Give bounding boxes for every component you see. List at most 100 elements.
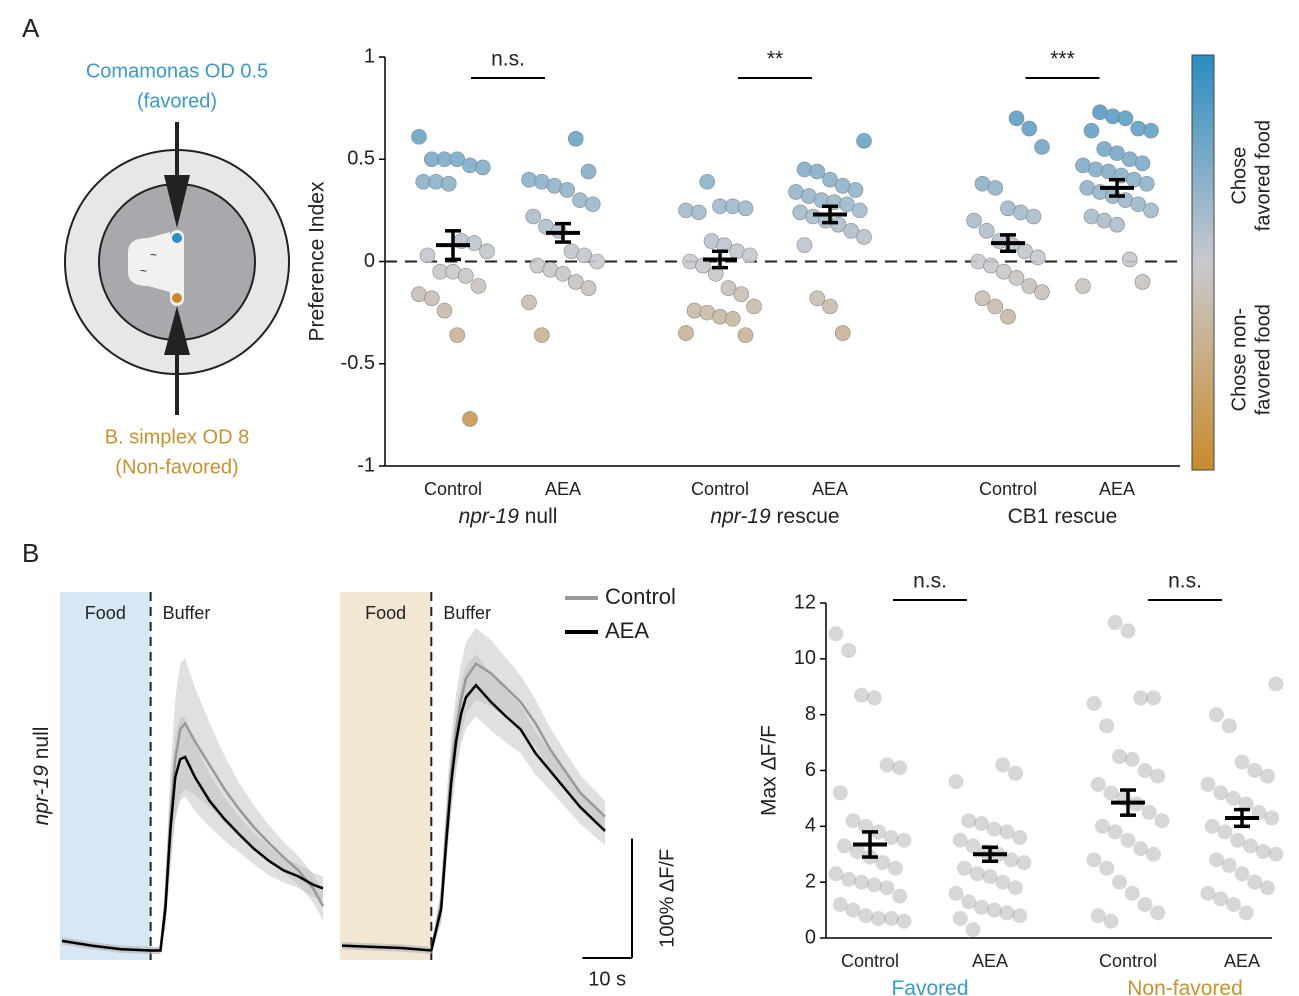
y-tick-label: 0.5 [347, 148, 375, 170]
data-point [1138, 175, 1155, 192]
data-point [999, 824, 1015, 840]
data-point [847, 182, 864, 198]
data-point [479, 243, 495, 260]
data-point [720, 280, 737, 296]
data-point [974, 816, 989, 832]
data-point [961, 894, 977, 910]
worm-area [128, 232, 170, 292]
data-point [965, 838, 981, 854]
arrow-head [164, 306, 190, 355]
data-point [875, 855, 891, 871]
data-point [466, 235, 483, 251]
data-point [952, 832, 968, 848]
worm: ~ [150, 248, 157, 262]
data-point [470, 278, 487, 294]
data-point [1221, 718, 1237, 734]
data-point [822, 171, 838, 188]
data-point [419, 247, 436, 264]
favored-label: Comamonas OD 0.5 [86, 60, 268, 82]
colorbar-label: favored food [1252, 120, 1274, 231]
sem-band [61, 717, 324, 955]
group-label: CB1 rescue [1008, 505, 1118, 528]
data-point [1268, 846, 1284, 862]
data-point [1008, 765, 1023, 781]
nonfavored-spot [172, 293, 182, 303]
data-point [576, 247, 593, 264]
data-point [1204, 818, 1220, 834]
data-point [1260, 880, 1275, 896]
data-point [834, 325, 851, 341]
data-point [995, 263, 1012, 280]
data-point [969, 866, 985, 882]
data-point [737, 327, 754, 343]
data-point [888, 860, 903, 876]
colorbar-label: Chose non- [1228, 308, 1250, 411]
data-point [849, 843, 865, 859]
data-point [1112, 874, 1127, 890]
period-label: Food [365, 603, 406, 623]
data-point [1109, 216, 1125, 233]
y-tick-label: 1 [364, 45, 375, 67]
data-point [690, 204, 707, 221]
y-tick-label: -0.5 [341, 352, 375, 374]
y-tick-label: 0 [805, 926, 816, 948]
data-point [1124, 885, 1140, 901]
data-point [854, 687, 869, 703]
data-point [1234, 754, 1250, 770]
data-point [411, 128, 427, 145]
data-point [741, 247, 758, 264]
data-point [1137, 897, 1153, 912]
data-point [854, 874, 869, 890]
data-point [567, 131, 584, 147]
data-point [966, 212, 982, 229]
data-point [1124, 751, 1140, 767]
x-tick-label: AEA [1224, 951, 1260, 971]
data-point [449, 151, 466, 168]
colorbar [1191, 54, 1215, 471]
data-point [1234, 866, 1250, 882]
data-point [580, 280, 597, 296]
data-point [883, 830, 899, 845]
data-point [1012, 830, 1028, 845]
data-point [457, 268, 474, 284]
period-label: Buffer [443, 603, 491, 623]
data-point [809, 163, 826, 180]
data-point [1083, 122, 1100, 139]
data-point [1260, 768, 1275, 784]
significance-label: n.s. [913, 570, 947, 593]
data-point [1209, 852, 1224, 868]
data-point [1090, 776, 1106, 792]
data-point [866, 877, 882, 893]
data-point [1008, 110, 1025, 127]
channel [170, 230, 184, 306]
data-point [978, 223, 995, 239]
data-point [1120, 832, 1136, 848]
data-point [1107, 824, 1123, 840]
data-point [948, 774, 964, 790]
favored-spot [172, 233, 182, 243]
data-point [858, 818, 874, 834]
data-point [1221, 857, 1237, 873]
data-point [1117, 110, 1134, 127]
data-point [845, 902, 861, 918]
y-tick-label: 4 [805, 815, 816, 837]
data-point [1200, 776, 1216, 792]
assay-diagram: ~ ~ Comamonas OD 0.5 (favored) B. simple… [64, 60, 290, 478]
data-point [1075, 278, 1091, 294]
data-point [462, 411, 478, 427]
period-label: Food [85, 603, 126, 623]
data-point [856, 133, 872, 149]
data-point [828, 866, 844, 882]
data-point [1107, 615, 1123, 631]
group-label-part: rescue [771, 505, 840, 528]
y-axis-label: npr-19 null [30, 727, 53, 826]
data-point [828, 626, 844, 642]
sem-band [61, 657, 324, 955]
data-point [871, 824, 886, 840]
data-point [883, 910, 899, 926]
group-label: npr-19 null [459, 505, 558, 528]
data-point [1012, 908, 1028, 924]
group-label: Favored [891, 977, 968, 996]
data-point [474, 159, 491, 176]
data-point [1238, 796, 1254, 812]
